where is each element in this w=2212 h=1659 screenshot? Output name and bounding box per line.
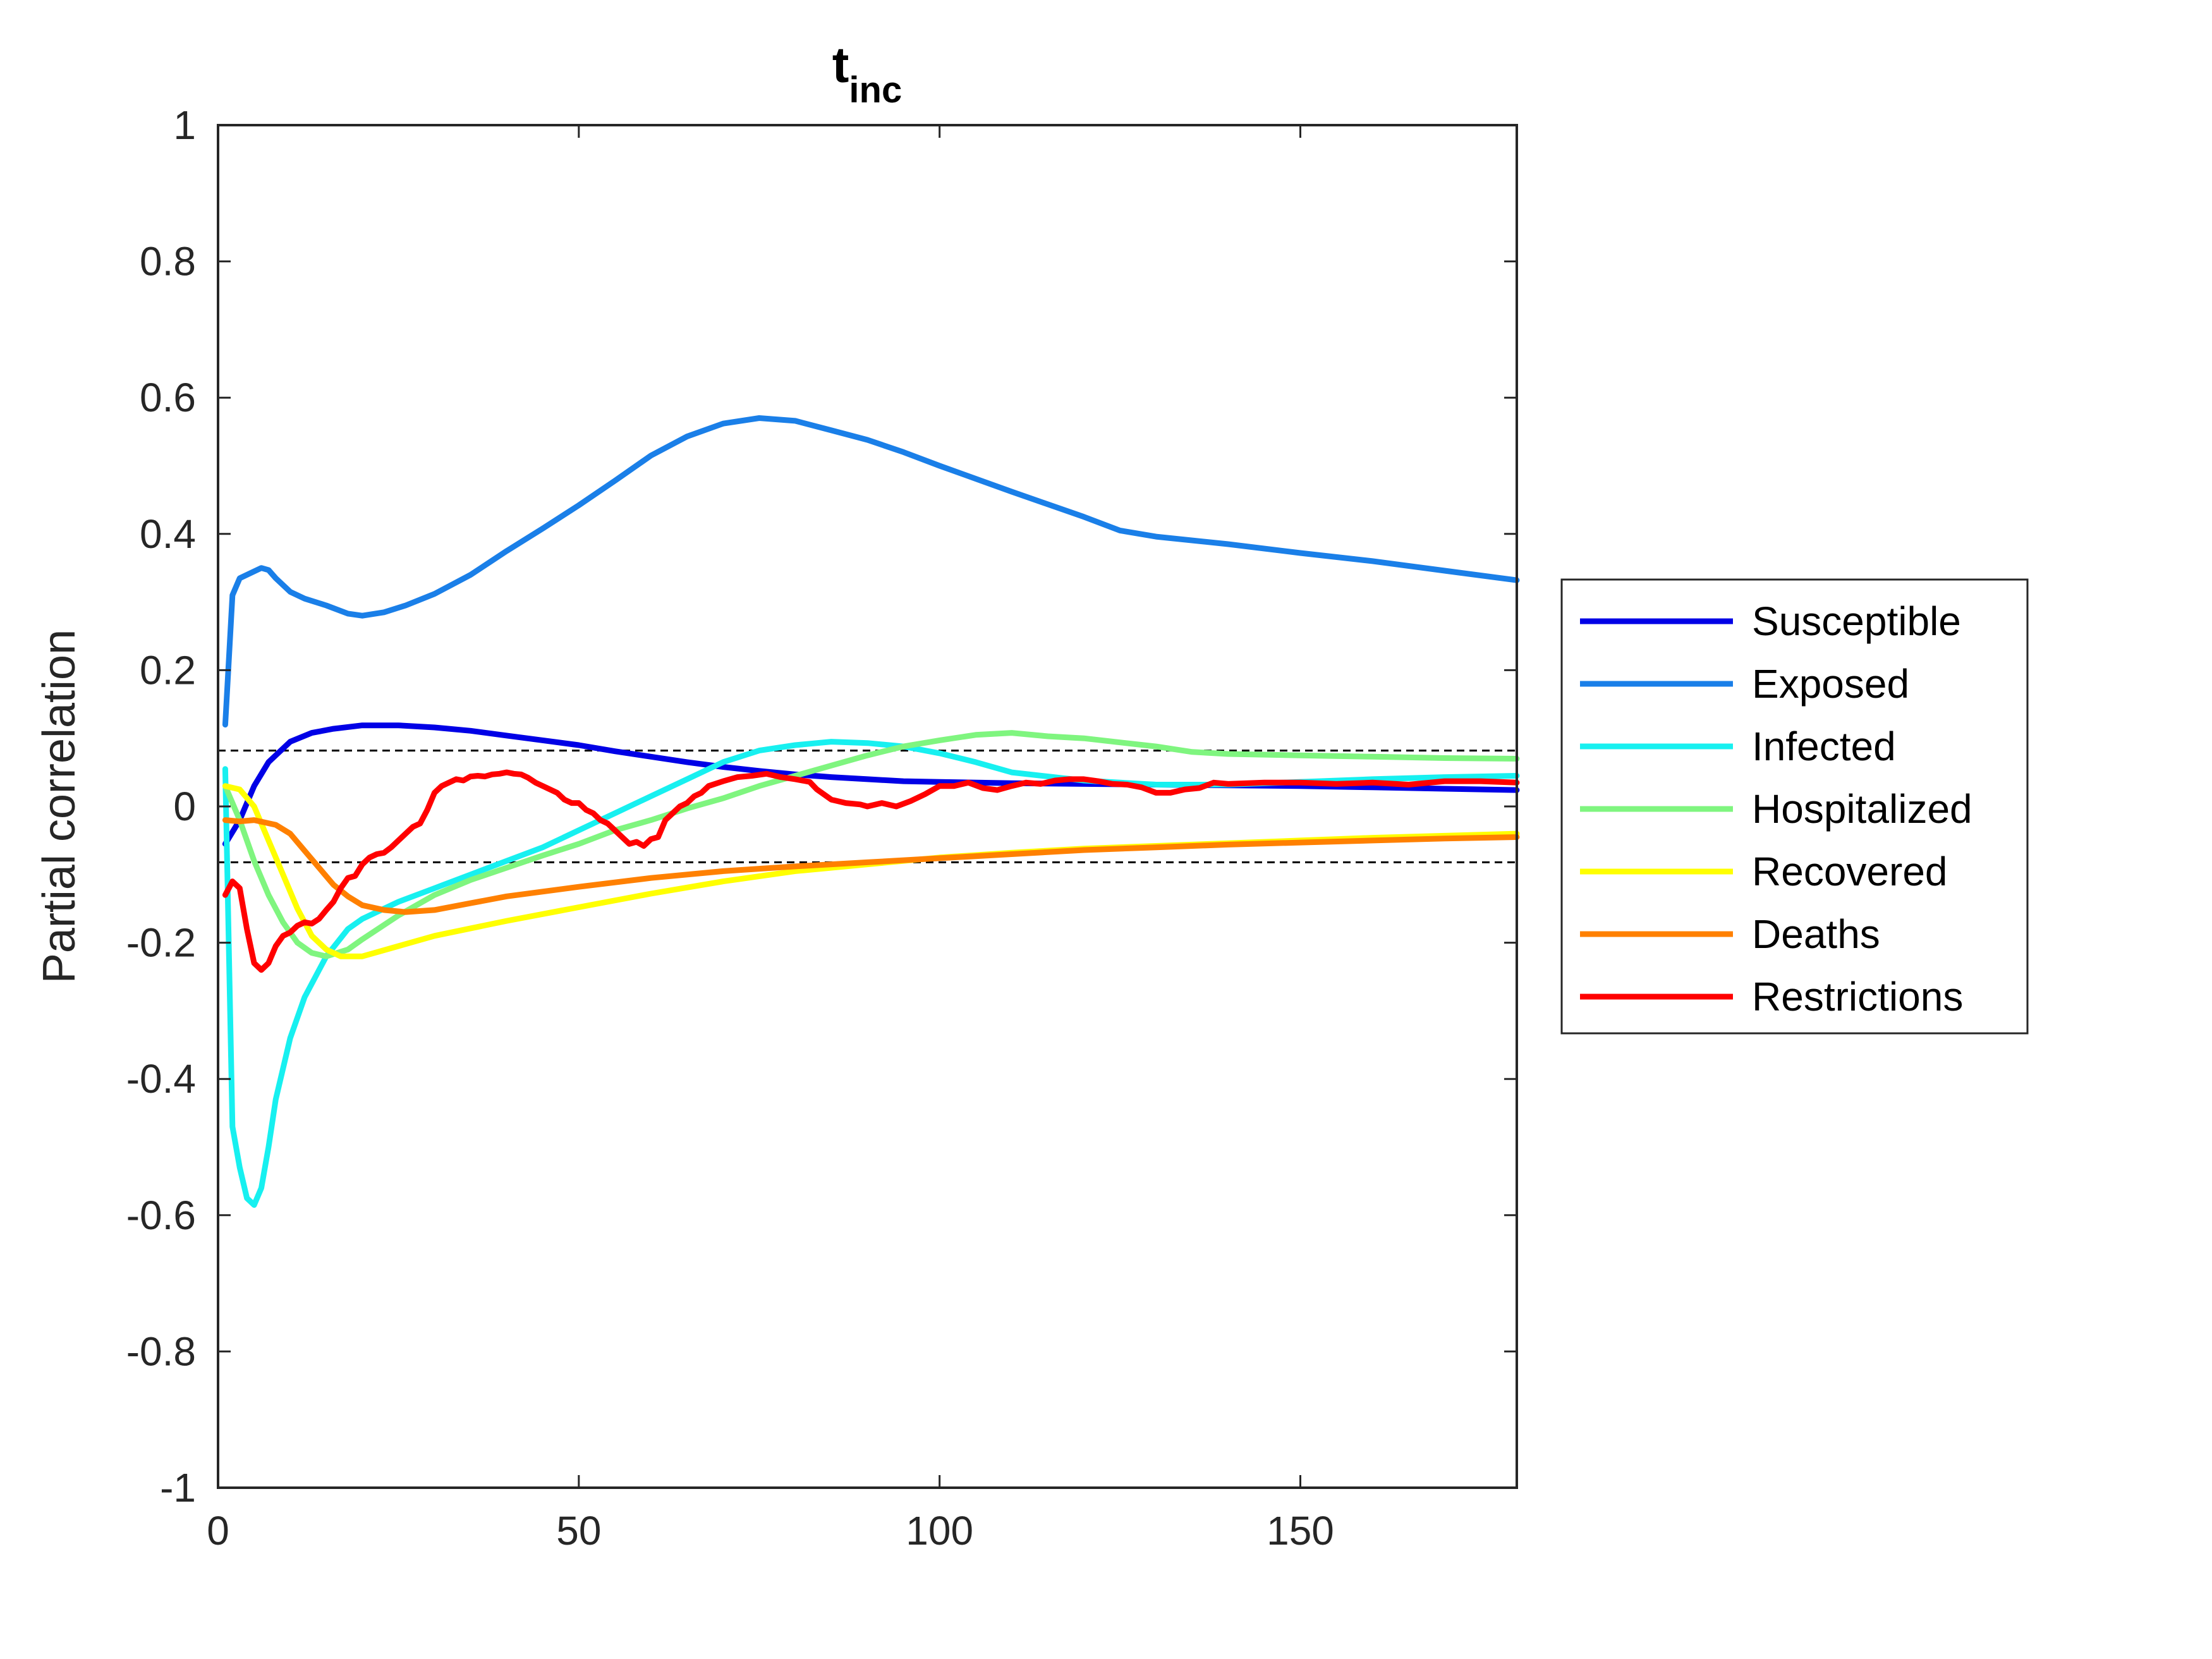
y-tick-label: 0.2 [140, 647, 196, 693]
y-tick-label: -0.6 [126, 1193, 196, 1238]
legend-label: Exposed [1752, 661, 1909, 707]
x-tick-label: 0 [207, 1508, 229, 1553]
y-tick-label: -0.4 [126, 1056, 196, 1102]
y-tick-label: 0.6 [140, 375, 196, 420]
x-tick-label: 100 [906, 1508, 973, 1553]
y-tick-label: 1 [173, 102, 196, 148]
legend[interactable]: Susceptible Exposed Infected Hospitalized Re… [1560, 578, 2029, 1035]
axes-box [217, 124, 1518, 1489]
legend-item-susceptible[interactable]: Susceptible [1580, 599, 1961, 644]
y-tick-label: 0 [173, 784, 196, 829]
series-line-exposed [222, 415, 1520, 728]
series-line-hospitalized [222, 730, 1520, 959]
legend-label: Infected [1752, 724, 1896, 769]
legend-label: Susceptible [1752, 599, 1961, 644]
series-line-restrictions [222, 769, 1520, 973]
x-tick-label: 150 [1267, 1508, 1334, 1553]
legend-item-exposed[interactable]: Exposed [1580, 661, 1909, 707]
legend-label: Deaths [1752, 911, 1880, 957]
y-tick-label: -1 [160, 1465, 196, 1510]
y-tick-label: 0.4 [140, 511, 196, 557]
chart-title: tinc [832, 37, 902, 111]
legend-label: Recovered [1752, 849, 1948, 894]
legend-label: Hospitalized [1752, 786, 1972, 832]
legend-item-recovered[interactable]: Recovered [1580, 849, 1948, 894]
legend-item-hospitalized[interactable]: Hospitalized [1580, 786, 1972, 832]
y-axis-title: Partial correlation [34, 629, 85, 983]
y-tick-label: -0.8 [126, 1328, 196, 1374]
y-tick-label: -0.2 [126, 920, 196, 966]
chart-title-text: t [832, 37, 849, 93]
series-line-deaths [222, 817, 1520, 915]
series-lines [222, 415, 1520, 1208]
chart-title-subscript: inc [849, 70, 902, 111]
y-tick-label: 0.8 [140, 239, 196, 284]
x-tick-label: 50 [556, 1508, 601, 1553]
legend-item-infected[interactable]: Infected [1580, 724, 1896, 769]
legend-item-deaths[interactable]: Deaths [1580, 911, 1880, 957]
legend-item-restrictions[interactable]: Restrictions [1580, 974, 1963, 1019]
tick-labels: 0 50 100 150 1 0.8 0.6 0.4 0.2 0 -0.2 -0.4 -0.6 -0.8 -… [126, 102, 1334, 1553]
legend-label: Restrictions [1752, 974, 1963, 1019]
